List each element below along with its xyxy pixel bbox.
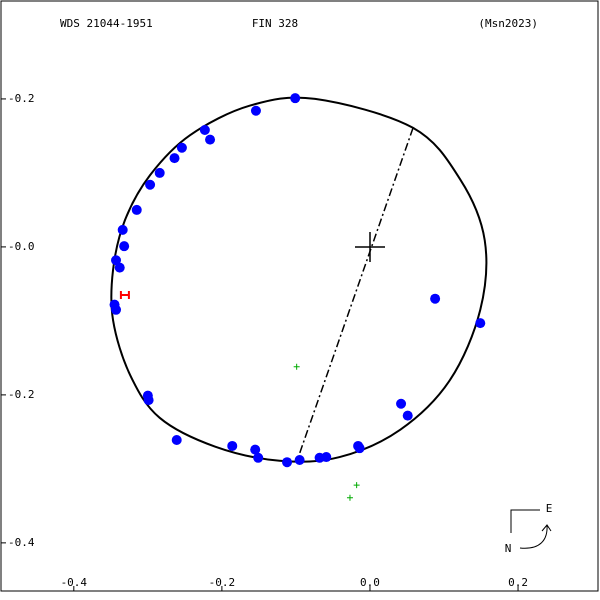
x-tick-label: -0.2 (209, 576, 236, 589)
observation (346, 494, 353, 501)
observation (250, 444, 261, 455)
observation (205, 134, 216, 145)
observation (253, 452, 264, 463)
y-tick-label: -0.0 (8, 240, 35, 253)
observation (321, 452, 332, 463)
header-left: WDS 21044-1951 (60, 17, 153, 30)
observation (131, 204, 142, 215)
observation (117, 224, 128, 235)
observation (475, 318, 486, 329)
observation (282, 457, 293, 468)
observation (396, 398, 407, 409)
observation (354, 443, 365, 454)
observation (290, 93, 301, 104)
observation (294, 454, 305, 465)
line-of-nodes (297, 127, 414, 459)
observation (119, 241, 130, 252)
observation (114, 262, 125, 273)
observation (250, 105, 261, 116)
x-tick-label: 0.2 (508, 576, 528, 589)
header-center: FIN 328 (252, 17, 298, 30)
compass (510, 509, 552, 549)
x-tick-label: 0.0 (360, 576, 380, 589)
observation (143, 395, 154, 406)
observation (171, 435, 182, 446)
observation (119, 291, 130, 299)
observation (145, 179, 156, 190)
y-tick-label: -0.4 (8, 536, 35, 549)
orbit (110, 96, 488, 463)
observation (169, 153, 180, 164)
observation (111, 255, 122, 266)
observation (176, 142, 187, 153)
observation (430, 293, 441, 304)
observation (353, 482, 360, 489)
observation (111, 304, 122, 315)
y-tick-label: -0.2 (8, 388, 35, 401)
y-tick-label: -0.2 (8, 92, 35, 105)
x-tick-label: -0.4 (61, 576, 88, 589)
observation (402, 410, 413, 421)
observation (227, 440, 238, 451)
observation (293, 363, 300, 370)
observation (199, 125, 210, 136)
header-right: (Msn2023) (478, 17, 538, 30)
compass-north: N (505, 542, 512, 555)
observation (154, 167, 165, 178)
compass-east: E (546, 502, 553, 515)
